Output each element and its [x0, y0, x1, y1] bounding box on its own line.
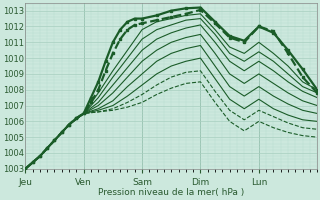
X-axis label: Pression niveau de la mer( hPa ): Pression niveau de la mer( hPa ) — [98, 188, 244, 197]
